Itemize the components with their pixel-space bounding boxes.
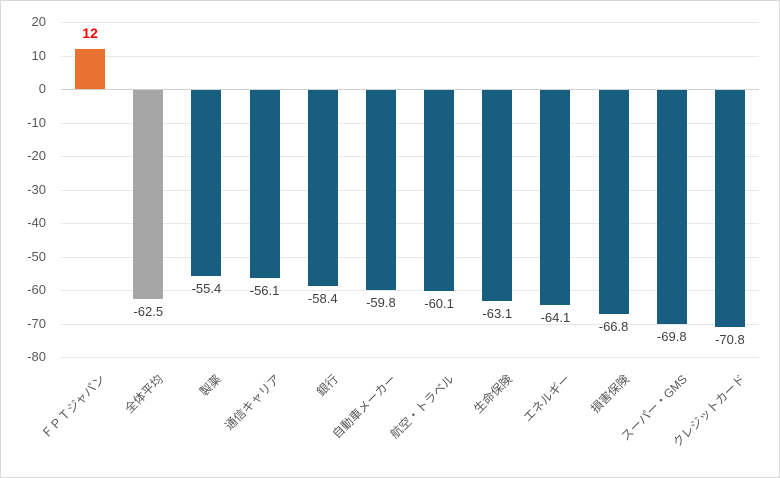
bar-value-label: -56.1	[249, 282, 280, 298]
y-axis-tick-label: -30	[27, 181, 46, 197]
bar	[75, 48, 106, 89]
bar	[133, 90, 164, 300]
bar	[191, 90, 222, 276]
bar	[424, 90, 455, 292]
y-axis-tick-label: -70	[27, 315, 46, 331]
bar	[714, 90, 745, 328]
bar	[598, 90, 629, 314]
x-axis-category-label: ＦＰＴジャパン	[38, 372, 108, 442]
bar-value-label: -55.4	[191, 280, 222, 296]
gridline	[61, 22, 759, 23]
y-axis-tick-label: -50	[27, 248, 46, 264]
bar	[365, 90, 396, 291]
y-axis-tick-label: -80	[27, 349, 46, 364]
y-axis-tick-label: 10	[31, 47, 46, 63]
y-axis-tick-label: -10	[27, 114, 46, 130]
gridline	[61, 189, 759, 191]
bar-value-label: -69.8	[656, 328, 687, 344]
bar-value-label: -59.8	[366, 295, 396, 311]
y-axis-tick-label: 0	[38, 81, 46, 96]
bar-value-label: 12	[82, 24, 98, 41]
bar	[307, 90, 338, 286]
bar	[656, 90, 687, 324]
gridline	[61, 357, 759, 358]
y-axis-tick-label: -40	[27, 215, 46, 230]
gridline	[61, 122, 759, 124]
bar-value-label: -60.1	[424, 296, 454, 312]
bar-value-label: -64.1	[540, 309, 571, 325]
bar-value-label: -62.5	[133, 304, 164, 320]
gridline	[61, 290, 759, 291]
bar-value-label: -63.1	[482, 306, 513, 322]
bar	[482, 90, 513, 302]
gridline	[61, 223, 759, 224]
gridline	[61, 323, 759, 325]
gridline	[61, 55, 759, 57]
bar-value-label: -66.8	[598, 318, 629, 334]
bar-value-label: -58.4	[307, 290, 338, 306]
y-axis-tick-label: 20	[31, 14, 46, 29]
gridline	[61, 256, 759, 258]
gridline	[61, 156, 759, 157]
y-axis-tick-label: -20	[27, 148, 46, 163]
zero-axis-line	[61, 89, 759, 90]
bar	[540, 90, 571, 305]
bar-value-label: -70.8	[715, 332, 745, 348]
y-axis-tick-label: -60	[27, 282, 46, 297]
bar	[249, 90, 280, 278]
